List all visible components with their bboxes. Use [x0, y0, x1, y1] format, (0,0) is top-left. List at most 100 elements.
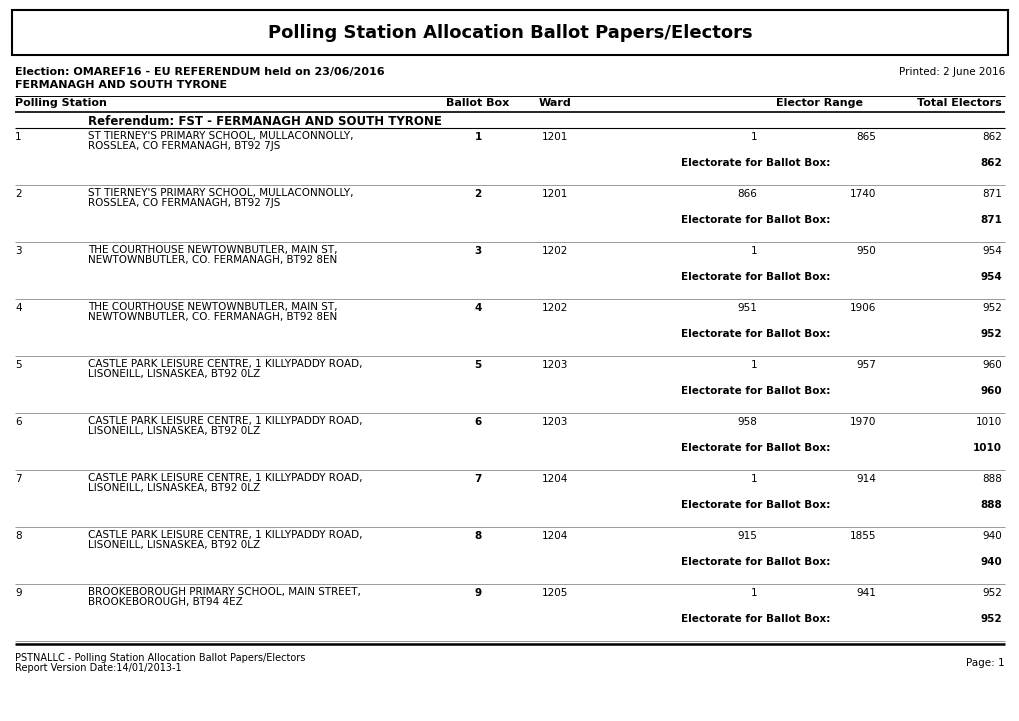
Text: 1203: 1203	[541, 360, 568, 370]
Text: 7: 7	[15, 474, 21, 484]
Text: 1204: 1204	[541, 474, 568, 484]
Text: 5: 5	[474, 360, 481, 370]
Text: 5: 5	[15, 360, 21, 370]
Text: Report Version Date:14/01/2013-1: Report Version Date:14/01/2013-1	[15, 663, 181, 673]
Text: Electorate for Ballot Box:: Electorate for Ballot Box:	[680, 158, 829, 168]
Text: Electorate for Ballot Box:: Electorate for Ballot Box:	[680, 215, 829, 225]
Text: 3: 3	[474, 246, 481, 256]
Text: 940: 940	[979, 557, 1001, 567]
Text: 4: 4	[15, 303, 21, 313]
Text: Electorate for Ballot Box:: Electorate for Ballot Box:	[680, 443, 829, 453]
Text: 2: 2	[474, 189, 481, 199]
Text: 1203: 1203	[541, 417, 568, 427]
Text: BROOKEBOROUGH PRIMARY SCHOOL, MAIN STREET,: BROOKEBOROUGH PRIMARY SCHOOL, MAIN STREE…	[88, 587, 361, 597]
Text: LISONEILL, LISNASKEA, BT92 0LZ: LISONEILL, LISNASKEA, BT92 0LZ	[88, 483, 260, 493]
Text: CASTLE PARK LEISURE CENTRE, 1 KILLYPADDY ROAD,: CASTLE PARK LEISURE CENTRE, 1 KILLYPADDY…	[88, 416, 362, 426]
Text: 957: 957	[855, 360, 875, 370]
Text: PSTNALLC - Polling Station Allocation Ballot Papers/Electors: PSTNALLC - Polling Station Allocation Ba…	[15, 653, 305, 663]
Text: Electorate for Ballot Box:: Electorate for Ballot Box:	[680, 329, 829, 339]
Text: 952: 952	[979, 329, 1001, 339]
Text: LISONEILL, LISNASKEA, BT92 0LZ: LISONEILL, LISNASKEA, BT92 0LZ	[88, 426, 260, 436]
Text: 871: 871	[979, 215, 1001, 225]
Text: Electorate for Ballot Box:: Electorate for Ballot Box:	[680, 557, 829, 567]
Text: 862: 862	[979, 158, 1001, 168]
Text: 952: 952	[981, 303, 1001, 313]
Text: LISONEILL, LISNASKEA, BT92 0LZ: LISONEILL, LISNASKEA, BT92 0LZ	[88, 540, 260, 550]
Text: Ward: Ward	[538, 98, 571, 108]
Text: 6: 6	[474, 417, 481, 427]
Text: THE COURTHOUSE NEWTOWNBUTLER, MAIN ST,: THE COURTHOUSE NEWTOWNBUTLER, MAIN ST,	[88, 245, 337, 255]
Text: 888: 888	[981, 474, 1001, 484]
Text: Ballot Box: Ballot Box	[446, 98, 510, 108]
Text: Electorate for Ballot Box:: Electorate for Ballot Box:	[680, 500, 829, 510]
Text: 9: 9	[474, 588, 481, 598]
Text: 8: 8	[15, 531, 21, 541]
Text: Polling Station: Polling Station	[15, 98, 107, 108]
Text: 6: 6	[15, 417, 21, 427]
Text: 1202: 1202	[541, 246, 568, 256]
Text: 1970: 1970	[849, 417, 875, 427]
Text: ST TIERNEY'S PRIMARY SCHOOL, MULLACONNOLLY,: ST TIERNEY'S PRIMARY SCHOOL, MULLACONNOL…	[88, 131, 354, 141]
Text: 940: 940	[981, 531, 1001, 541]
Text: THE COURTHOUSE NEWTOWNBUTLER, MAIN ST,: THE COURTHOUSE NEWTOWNBUTLER, MAIN ST,	[88, 302, 337, 312]
Text: 862: 862	[981, 132, 1001, 142]
Text: 954: 954	[979, 272, 1001, 282]
Text: 1: 1	[750, 360, 756, 370]
Text: 958: 958	[737, 417, 756, 427]
Text: Electorate for Ballot Box:: Electorate for Ballot Box:	[680, 614, 829, 624]
Text: 915: 915	[737, 531, 756, 541]
Text: 954: 954	[981, 246, 1001, 256]
Text: 2: 2	[15, 189, 21, 199]
Text: 8: 8	[474, 531, 481, 541]
Text: Total Electors: Total Electors	[916, 98, 1001, 108]
Text: 952: 952	[979, 614, 1001, 624]
Text: NEWTOWNBUTLER, CO. FERMANAGH, BT92 8EN: NEWTOWNBUTLER, CO. FERMANAGH, BT92 8EN	[88, 255, 337, 265]
Text: 888: 888	[979, 500, 1001, 510]
Text: ROSSLEA, CO FERMANAGH, BT92 7JS: ROSSLEA, CO FERMANAGH, BT92 7JS	[88, 141, 280, 151]
Text: 4: 4	[474, 303, 481, 313]
Text: 1202: 1202	[541, 303, 568, 313]
Text: Election: OMAREF16 - EU REFERENDUM held on 23/06/2016: Election: OMAREF16 - EU REFERENDUM held …	[15, 67, 384, 77]
Text: CASTLE PARK LEISURE CENTRE, 1 KILLYPADDY ROAD,: CASTLE PARK LEISURE CENTRE, 1 KILLYPADDY…	[88, 359, 362, 369]
Text: 1010: 1010	[975, 417, 1001, 427]
Text: 871: 871	[981, 189, 1001, 199]
Text: Page: 1: Page: 1	[965, 658, 1004, 668]
Text: CASTLE PARK LEISURE CENTRE, 1 KILLYPADDY ROAD,: CASTLE PARK LEISURE CENTRE, 1 KILLYPADDY…	[88, 530, 362, 540]
Text: 960: 960	[981, 360, 1001, 370]
Text: 7: 7	[474, 474, 481, 484]
Text: 1740: 1740	[849, 189, 875, 199]
Text: 951: 951	[737, 303, 756, 313]
Text: Electorate for Ballot Box:: Electorate for Ballot Box:	[680, 386, 829, 396]
Text: 9: 9	[15, 588, 21, 598]
Text: 1010: 1010	[972, 443, 1001, 453]
Text: ST TIERNEY'S PRIMARY SCHOOL, MULLACONNOLLY,: ST TIERNEY'S PRIMARY SCHOOL, MULLACONNOL…	[88, 188, 354, 198]
Text: Electorate for Ballot Box:: Electorate for Ballot Box:	[680, 272, 829, 282]
Text: 950: 950	[855, 246, 875, 256]
Bar	[12, 10, 1007, 55]
Text: 941: 941	[855, 588, 875, 598]
Text: BROOKEBOROUGH, BT94 4EZ: BROOKEBOROUGH, BT94 4EZ	[88, 597, 243, 607]
Text: 914: 914	[855, 474, 875, 484]
Text: 1: 1	[15, 132, 21, 142]
Text: 1201: 1201	[541, 189, 568, 199]
Text: FERMANAGH AND SOUTH TYRONE: FERMANAGH AND SOUTH TYRONE	[15, 80, 227, 90]
Text: Elector Range: Elector Range	[775, 98, 863, 108]
Text: 1: 1	[474, 132, 481, 142]
Text: 1205: 1205	[541, 588, 568, 598]
Text: ROSSLEA, CO FERMANAGH, BT92 7JS: ROSSLEA, CO FERMANAGH, BT92 7JS	[88, 198, 280, 208]
Text: 1: 1	[750, 132, 756, 142]
Text: CASTLE PARK LEISURE CENTRE, 1 KILLYPADDY ROAD,: CASTLE PARK LEISURE CENTRE, 1 KILLYPADDY…	[88, 473, 362, 483]
Text: 1201: 1201	[541, 132, 568, 142]
Text: 1: 1	[750, 588, 756, 598]
Text: Printed: 2 June 2016: Printed: 2 June 2016	[898, 67, 1004, 77]
Text: 1: 1	[750, 246, 756, 256]
Text: Polling Station Allocation Ballot Papers/Electors: Polling Station Allocation Ballot Papers…	[267, 25, 752, 43]
Text: 1: 1	[750, 474, 756, 484]
Text: 865: 865	[855, 132, 875, 142]
Text: 952: 952	[981, 588, 1001, 598]
Text: 866: 866	[737, 189, 756, 199]
Text: 1855: 1855	[849, 531, 875, 541]
Text: 1204: 1204	[541, 531, 568, 541]
Text: 960: 960	[979, 386, 1001, 396]
Text: 3: 3	[15, 246, 21, 256]
